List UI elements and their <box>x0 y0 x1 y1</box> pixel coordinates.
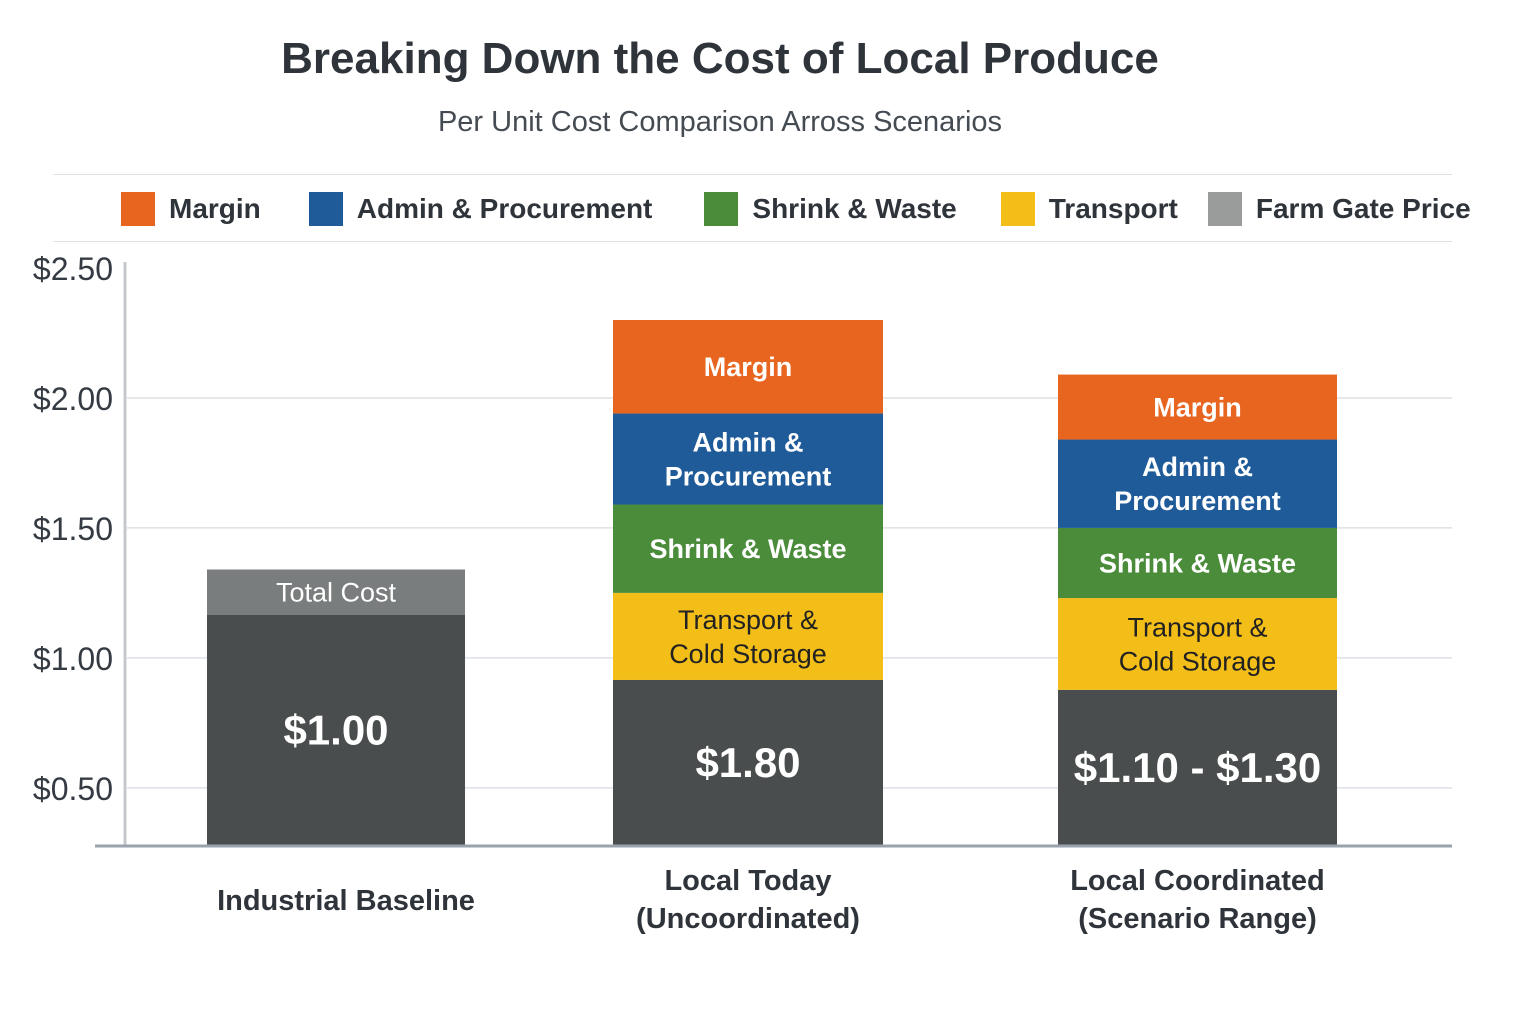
bar-segment <box>1058 527 1337 599</box>
x-tick-label: Local Coordinated <box>1070 865 1325 897</box>
bar-segment <box>207 614 465 845</box>
data-label: $1.00 <box>283 707 388 754</box>
data-label: Margin <box>704 352 793 382</box>
bar-segment <box>613 413 883 505</box>
x-tick-label: (Scenario Range) <box>1078 903 1317 935</box>
legend-label: Farm Gate Price <box>1255 193 1471 224</box>
legend-label: Transport <box>1048 193 1178 224</box>
data-label: Admin & <box>1142 452 1253 482</box>
y-tick-label: $2.00 <box>33 381 113 417</box>
legend-swatch <box>121 192 155 226</box>
x-tick-label: Industrial Baseline <box>217 885 475 917</box>
bar-segment <box>613 679 883 845</box>
bar-segment <box>1058 689 1337 845</box>
legend-divider-top <box>53 174 1452 175</box>
legend-swatch <box>1000 192 1035 226</box>
legend-swatch <box>308 192 343 226</box>
y-tick-label: $1.00 <box>33 641 113 677</box>
data-label: Procurement <box>665 461 832 491</box>
data-label: Procurement <box>1114 486 1281 516</box>
data-label: Shrink & Waste <box>1099 548 1296 578</box>
legend-item: Margin <box>121 192 261 226</box>
legend-swatch <box>704 192 739 226</box>
bar-segment <box>613 319 883 414</box>
legend-item: Admin & Procurement <box>308 192 653 226</box>
data-label: Cold Storage <box>669 639 827 669</box>
data-label: $1.80 <box>695 739 800 786</box>
legend-label: Shrink & Waste <box>752 193 957 224</box>
x-tick-label: Local Today <box>664 865 831 897</box>
y-tick-label: $1.50 <box>33 511 113 547</box>
legend-label: Margin <box>169 193 261 224</box>
legend-item: Shrink & Waste <box>704 192 957 226</box>
bar-segment <box>1058 598 1337 690</box>
legend-item: Transport <box>1000 192 1178 226</box>
data-label: Cold Storage <box>1119 646 1277 676</box>
data-label: Shrink & Waste <box>649 534 846 564</box>
bar-segment <box>207 569 465 615</box>
data-label: Total Cost <box>276 578 397 608</box>
y-tick-label: $2.50 <box>33 251 113 287</box>
legend-divider-bottom <box>53 241 1452 242</box>
bar-segment <box>1058 374 1337 440</box>
chart-title: Breaking Down the Cost of Local Produce <box>281 34 1159 83</box>
data-label: Transport & <box>1127 612 1267 642</box>
data-label: Admin & <box>693 427 804 457</box>
bar-segment <box>613 592 883 680</box>
chart-subtitle: Per Unit Cost Comparison Arross Scenario… <box>437 106 1003 138</box>
data-label: $1.10 - $1.30 <box>1074 744 1322 791</box>
legend-item: Farm Gate Price <box>1207 192 1471 226</box>
bar-segment <box>613 504 883 593</box>
legend-label: Admin & Procurement <box>356 193 653 224</box>
bar-segment <box>1058 439 1337 528</box>
legend-swatch <box>1207 192 1242 226</box>
y-tick-label: $0.50 <box>33 771 113 807</box>
data-label: Transport & <box>678 605 818 635</box>
data-label: Margin <box>1153 393 1242 423</box>
x-tick-label: (Uncoordinated) <box>636 903 860 935</box>
legend: Margin Admin & Procurement Shrink & Waste T… <box>121 192 1471 226</box>
